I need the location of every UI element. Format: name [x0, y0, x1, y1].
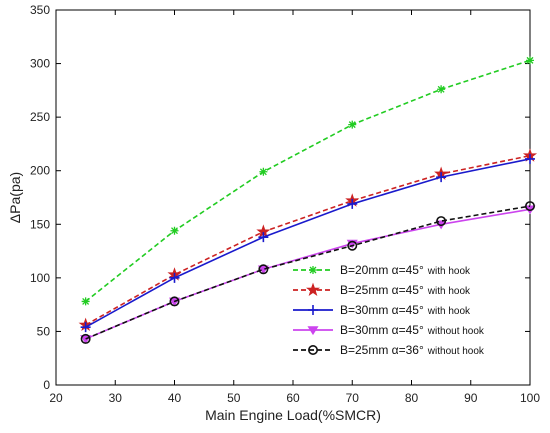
- legend-item: B=25mm α=36° without hook: [293, 343, 485, 357]
- data-point: [80, 322, 91, 333]
- x-tick-label: 30: [109, 391, 123, 405]
- y-tick-label: 150: [30, 217, 50, 231]
- legend-series-name: B=30mm α=45°: [340, 323, 424, 337]
- data-point: [347, 198, 358, 209]
- x-tick-label: 70: [346, 391, 360, 405]
- legend-item: B=30mm α=45° with hook: [293, 303, 471, 317]
- y-tick-label: 350: [30, 3, 50, 17]
- legend-marker: [307, 326, 319, 336]
- series-line: [85, 205, 531, 340]
- series-line: [85, 154, 531, 326]
- series-line: [85, 158, 531, 328]
- series-4: [80, 201, 535, 344]
- series-layer: [78, 56, 538, 344]
- x-tick-label: 60: [286, 391, 300, 405]
- legend-item: B=25mm α=45° with hook: [293, 282, 471, 297]
- data-point: [436, 216, 447, 227]
- legend-series-suffix: without hook: [427, 346, 485, 357]
- data-point: [437, 85, 446, 94]
- data-point: [526, 56, 534, 65]
- y-tick-label: 250: [30, 110, 50, 124]
- x-tick-label: 90: [464, 391, 478, 405]
- legend-series-suffix: with hook: [427, 266, 471, 277]
- x-tick-label: 100: [520, 391, 540, 405]
- legend-label: B=25mm α=36° without hook: [340, 343, 485, 357]
- data-point: [259, 167, 268, 176]
- data-point: [525, 153, 535, 164]
- series-line: [85, 59, 531, 303]
- data-point: [347, 240, 358, 251]
- legend-label: B=20mm α=45° with hook: [340, 263, 471, 277]
- plot-area: [55, 9, 531, 386]
- legend-series-name: B=30mm α=45°: [340, 303, 424, 317]
- data-point: [169, 272, 180, 283]
- legend-series-name: B=25mm α=45°: [340, 283, 424, 297]
- y-tick-label: 100: [30, 271, 50, 285]
- series-2: [80, 153, 535, 333]
- legend-marker: [307, 344, 318, 355]
- legend-series-suffix: with hook: [427, 306, 471, 317]
- axis-ticks: 20 30 40 50 60 70 80 90 100 0 50 100 150 200 250 300 350: [30, 3, 540, 405]
- legend-series-suffix: with hook: [427, 286, 471, 297]
- data-point: [524, 201, 535, 212]
- legend-series-name: B=20mm α=45°: [340, 263, 424, 277]
- x-axis-label: Main Engine Load(%SMCR): [205, 407, 381, 423]
- data-point: [258, 232, 269, 243]
- y-axis-label: ΔPa(pa): [7, 172, 23, 223]
- legend-label: B=25mm α=45° with hook: [340, 283, 471, 297]
- y-tick-label: 200: [30, 164, 50, 178]
- legend-marker: [308, 305, 318, 315]
- y-tick-label: 300: [30, 57, 50, 71]
- x-tick-label: 40: [168, 391, 182, 405]
- legend-series-suffix: without hook: [427, 326, 485, 337]
- legend-item: B=20mm α=45° with hook: [293, 263, 471, 277]
- x-tick-label: 50: [227, 391, 241, 405]
- y-tick-label: 0: [43, 378, 50, 392]
- data-point: [170, 226, 179, 235]
- data-point: [80, 333, 91, 344]
- legend-series-name: B=25mm α=36°: [340, 343, 424, 357]
- data-point: [348, 120, 357, 129]
- y-tick-label: 50: [37, 324, 51, 338]
- data-point: [436, 172, 447, 183]
- legend-marker: [305, 282, 321, 296]
- series-0: [81, 56, 534, 306]
- x-tick-label: 20: [49, 391, 63, 405]
- data-point: [258, 264, 269, 275]
- data-point: [169, 296, 180, 307]
- legend-label: B=30mm α=45° without hook: [340, 323, 485, 337]
- legend-marker: [309, 266, 317, 274]
- data-point: [81, 297, 90, 306]
- legend-label: B=30mm α=45° with hook: [340, 303, 471, 317]
- legend-item: B=30mm α=45° without hook: [293, 323, 485, 337]
- x-tick-label: 80: [405, 391, 419, 405]
